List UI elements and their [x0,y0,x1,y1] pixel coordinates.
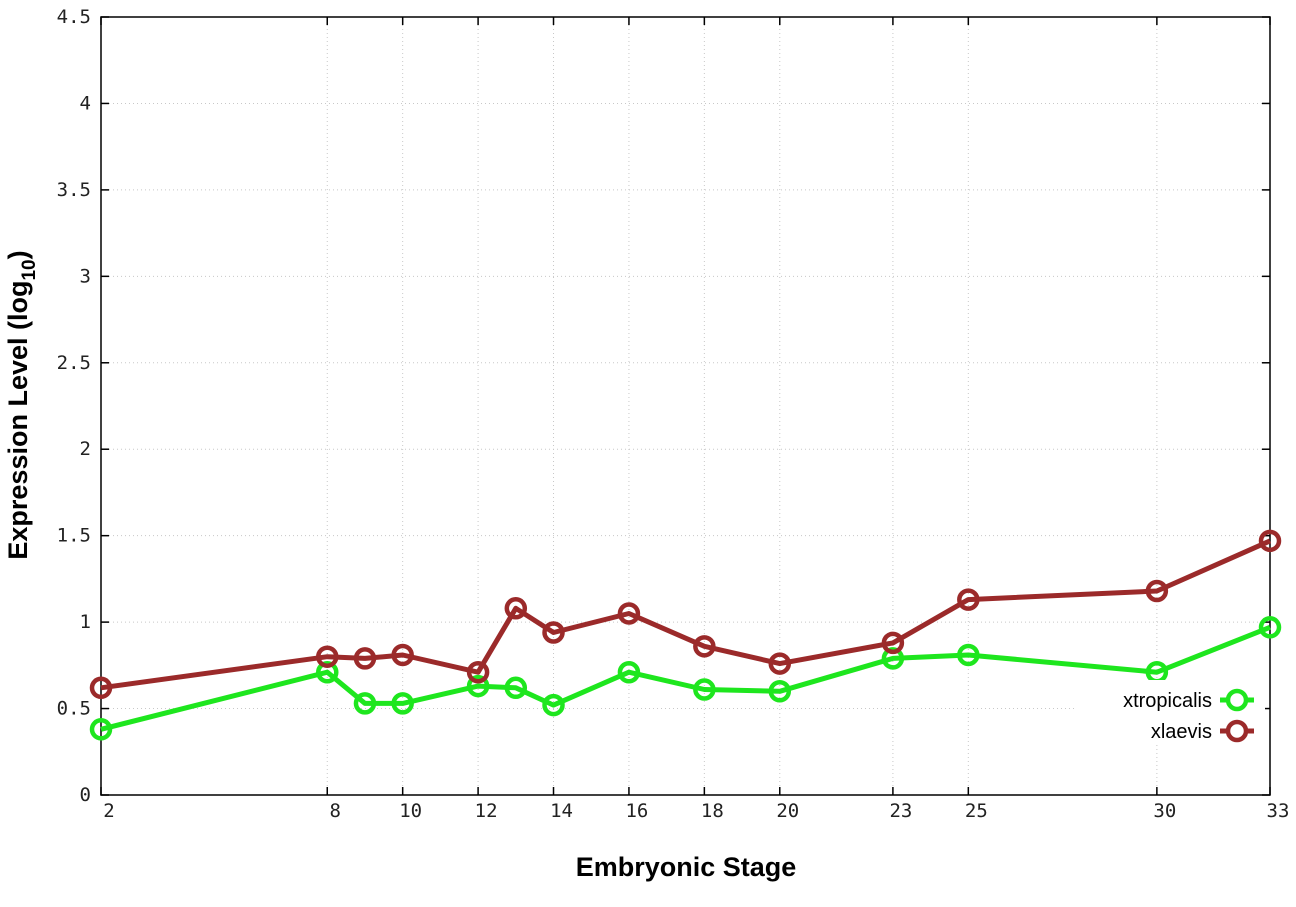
data-point-xtropicalis [693,678,716,701]
legend-label-xtropicalis: xtropicalis [1123,690,1212,712]
x-tick-label: 33 [1267,800,1290,822]
y-tick-label: 2 [80,438,91,460]
data-point-xlaevis [89,676,113,700]
data-point-xlaevis [1258,529,1282,553]
x-tick-label: 12 [475,800,498,822]
data-point-xtropicalis [353,692,377,715]
data-point-xtropicalis [504,676,528,700]
x-axis-title: Embryonic Stage [576,852,797,882]
data-point-xlaevis [881,631,905,655]
data-point-xlaevis [466,660,490,684]
series-lines [89,529,1282,741]
data-point-xlaevis [504,597,528,620]
x-tick-label: 10 [399,800,422,822]
y-tick-label: 1.5 [57,525,91,547]
data-point-xtropicalis [89,718,113,741]
data-point-xtropicalis [1258,616,1282,639]
data-point-xtropicalis [617,660,641,684]
x-tick-label: 18 [701,800,724,822]
grid-lines [101,17,1270,795]
series-xlaevis [89,529,1282,700]
data-point-xlaevis [1145,579,1169,603]
x-tick-label: 25 [965,800,988,822]
y-axis-title: Expression Level (log10) [3,250,40,559]
data-point-xlaevis [353,647,377,670]
legend-swatch-marker [1225,688,1249,712]
axis-ticks: 0 0.5 1 1.5 2 2.5 3 3.5 4 4.5 2 8 10 12 14 16 18 20 23 25 30… [57,6,1290,822]
data-point-xtropicalis [466,674,490,698]
data-point-xtropicalis [768,680,792,703]
data-point-xlaevis [542,621,565,644]
data-point-xlaevis [957,588,980,611]
data-point-xtropicalis [881,647,905,670]
data-point-xtropicalis [391,692,414,715]
y-axis-title-main: Expression Level (log [3,281,33,560]
x-tick-label: 2 [103,800,114,822]
data-point-xlaevis [391,643,414,667]
data-point-xtropicalis [957,643,980,667]
series-xtropicalis [89,616,1282,741]
x-tick-label: 16 [625,800,648,822]
legend: xtropicalis xlaevis [1075,680,1265,743]
data-point-xlaevis [693,635,716,658]
data-point-xtropicalis [542,693,565,717]
x-tick-label: 20 [776,800,799,822]
data-point-xlaevis [768,652,792,675]
legend-label-xlaevis: xlaevis [1151,721,1212,743]
y-tick-label: 3 [80,265,91,287]
x-tick-label: 8 [330,800,341,822]
plot-frame [100,16,1271,796]
x-tick-label: 23 [889,800,912,822]
y-tick-label: 4 [80,92,91,114]
y-tick-label: 2.5 [57,352,91,374]
x-tick-label: 14 [550,800,573,822]
series-line-xtropicalis [100,624,1271,732]
y-tick-label: 0.5 [57,698,91,720]
data-point-xlaevis [617,602,641,625]
data-point-xtropicalis [316,660,339,684]
legend-swatch-marker [1225,719,1249,743]
y-tick-label: 3.5 [57,179,91,201]
y-axis-title-close: ) [3,250,33,259]
y-tick-label: 0 [80,784,91,806]
x-tick-label: 30 [1153,800,1176,822]
y-axis-title-subscript: 10 [19,259,40,280]
data-point-xlaevis [316,645,339,668]
series-line-xlaevis [100,538,1272,691]
y-tick-label: 1 [80,611,91,633]
y-tick-label: 4.5 [57,6,91,28]
